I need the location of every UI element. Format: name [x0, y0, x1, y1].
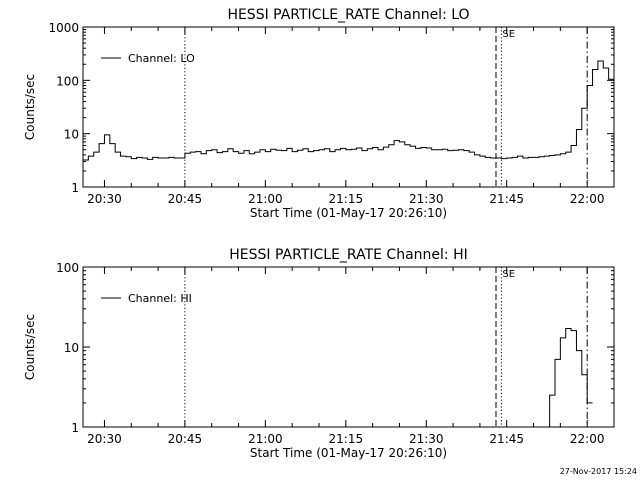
chart-0-y-axis-label: Counts/sec: [23, 74, 37, 140]
chart-1-x-tick-label: 21:15: [329, 432, 364, 446]
chart-0-y-tick-label: 1: [71, 181, 79, 195]
chart-1-y-tick-label: 100: [56, 261, 79, 275]
chart-0-title: HESSI PARTICLE_RATE Channel: LO: [227, 7, 469, 23]
chart-0-y-tick-label: 100: [56, 74, 79, 88]
chart-0-legend-label: Channel: LO: [128, 52, 195, 65]
chart-0-x-tick-label: 21:30: [409, 192, 444, 206]
footer-timestamp: 27-Nov-2017 15:24: [560, 467, 637, 476]
chart-1-x-tick-label: 21:45: [489, 432, 524, 446]
chart-0-y-tick-label: 10: [64, 128, 79, 142]
chart-1-plot-frame: [82, 266, 615, 428]
chart-1-x-tick-label: 22:00: [570, 432, 605, 446]
chart-1-y-tick-label: 10: [64, 341, 79, 355]
chart-1-legend-label: Channel: HI: [128, 292, 192, 305]
chart-1-series-line: [544, 328, 593, 427]
chart-1-x-tick-label: 20:30: [87, 432, 122, 446]
chart-0-marker-label: SE: [502, 29, 515, 40]
chart-0-x-tick-label: 20:45: [168, 192, 203, 206]
chart-1-title: HESSI PARTICLE_RATE Channel: HI: [229, 247, 467, 263]
chart-0-x-tick-label: 20:30: [87, 192, 122, 206]
lo-channel-panel: HESSI PARTICLE_RATE Channel: LO Counts/se…: [23, 7, 615, 220]
hi-channel-panel: HESSI PARTICLE_RATE Channel: HI Counts/se…: [23, 247, 615, 460]
chart-1-y-tick-label: 1: [71, 421, 79, 435]
chart-0-y-tick-label: 1000: [48, 21, 79, 35]
chart-1-x-tick-label: 20:45: [168, 432, 203, 446]
chart-0-plot-frame: [82, 26, 615, 188]
chart-0-x-tick-label: 22:00: [570, 192, 605, 206]
chart-0-x-tick-label: 21:00: [248, 192, 283, 206]
chart-0-x-axis-label: Start Time (01-May-17 20:26:10): [250, 206, 447, 220]
chart-1-x-tick-label: 21:30: [409, 432, 444, 446]
chart-0-series-line: [83, 60, 614, 161]
chart-0-x-tick-label: 21:15: [329, 192, 364, 206]
chart-1-x-tick-label: 21:00: [248, 432, 283, 446]
chart-1-x-axis-label: Start Time (01-May-17 20:26:10): [250, 446, 447, 460]
chart-1-marker-label: SE: [502, 269, 515, 280]
chart-0-x-tick-label: 21:45: [489, 192, 524, 206]
chart-1-y-axis-label: Counts/sec: [23, 314, 37, 380]
